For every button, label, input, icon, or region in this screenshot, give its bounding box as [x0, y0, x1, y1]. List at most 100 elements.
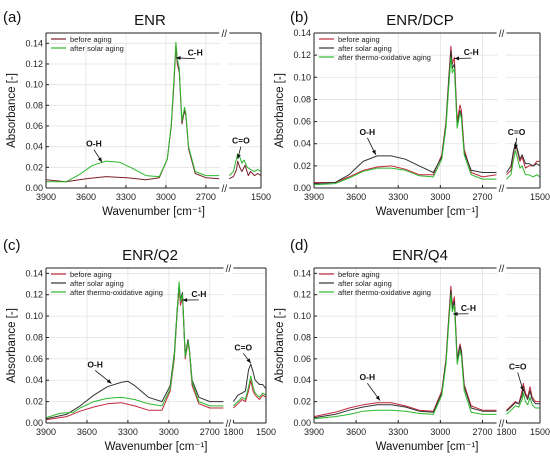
- x-tick-label: 3300: [388, 427, 408, 437]
- y-tick-label: 0.02: [25, 397, 43, 407]
- series-line-1-right: [233, 379, 267, 409]
- series-line-2-right: [228, 153, 262, 176]
- x-tick-label: 1500: [530, 427, 550, 437]
- series-line-2-left: [313, 50, 497, 185]
- y-tick-label: 0.06: [293, 354, 311, 364]
- panel-label: (a): [3, 9, 21, 26]
- peak-annotation: C=O: [508, 127, 526, 137]
- peak-annotation: C-H: [461, 303, 476, 313]
- legend-entry: before aging: [70, 270, 112, 279]
- series-line-3-left: [45, 281, 224, 419]
- axis-break-mark: //: [221, 184, 227, 195]
- x-axis-title: Wavenumber [cm⁻¹]: [376, 206, 479, 218]
- annotation-arrowhead: [375, 395, 380, 401]
- annotation-arrowhead: [182, 298, 188, 302]
- series-line-3-left: [313, 294, 497, 420]
- x-axis-title: Wavenumber [cm⁻¹]: [105, 441, 208, 453]
- annotation-arrowhead: [452, 311, 458, 316]
- legend-entry: after thermo-oxidative aging: [70, 288, 163, 297]
- y-tick-label: 0.08: [293, 94, 311, 104]
- axis-break-mark: //: [221, 29, 227, 40]
- peak-annotation: C-H: [188, 48, 203, 58]
- y-tick-label: 0.10: [293, 72, 311, 82]
- panel-label: (c): [3, 237, 21, 254]
- y-tick-label: 0.02: [293, 161, 311, 171]
- chart-panel-d: (d) ENR/Q4 // // 0.00 0.02 0.04 0.06 0.08 0.10 0.1…: [274, 237, 550, 453]
- x-tick-label: 3300: [116, 192, 136, 202]
- x-tick-label: 2700: [196, 192, 216, 202]
- y-tick-label: 0.12: [293, 50, 311, 60]
- annotation-arrowhead: [513, 144, 518, 150]
- y-tick-label: 0.02: [25, 162, 43, 172]
- x-tick-label: 3900: [304, 192, 324, 202]
- x-tick-label: 2700: [472, 427, 492, 437]
- axis-break-mark: //: [226, 264, 232, 275]
- y-tick-label: 0.06: [25, 121, 43, 131]
- x-tick-label: 1800: [497, 427, 517, 437]
- x-axis-title: Wavenumber [cm⁻¹]: [376, 441, 479, 453]
- x-tick-label: 3900: [36, 427, 56, 437]
- annotation-arrowhead: [97, 157, 102, 163]
- series-line-3-right: [233, 375, 267, 407]
- legend-entry: after thermo-oxidative aging: [338, 53, 431, 62]
- y-tick-label: 0.08: [25, 100, 43, 110]
- peak-annotation: C=O: [232, 136, 250, 146]
- y-tick-label: 0.12: [293, 290, 311, 300]
- axis-break-mark: //: [499, 419, 505, 430]
- y-tick-label: 0.06: [25, 354, 43, 364]
- series-line-2-left: [46, 41, 220, 183]
- x-tick-label: 3900: [36, 192, 56, 202]
- x-tick-label: 3600: [346, 427, 366, 437]
- y-tick-label: 0.10: [293, 311, 311, 321]
- chart-title: ENR/DCP: [386, 12, 454, 29]
- y-tick-label: 0.00: [25, 183, 43, 193]
- x-tick-label: 3600: [76, 192, 96, 202]
- y-tick-label: 0.12: [25, 290, 43, 300]
- annotation-arrowhead: [175, 56, 181, 60]
- y-tick-label: 0.08: [25, 332, 43, 342]
- y-tick-label: 0.14: [25, 38, 43, 48]
- series-line-2-right: [506, 142, 541, 173]
- y-tick-label: 0.02: [293, 397, 311, 407]
- chart-title: ENR/Q4: [392, 247, 448, 264]
- x-tick-label: 3600: [346, 192, 366, 202]
- x-tick-label: 1800: [223, 427, 243, 437]
- panel-label: (d): [290, 237, 308, 254]
- axis-break-gap: [497, 266, 506, 425]
- series-line-3-right: [506, 392, 540, 415]
- peak-annotation: O-H: [360, 127, 376, 137]
- y-axis-title: Absorbance [-]: [274, 73, 286, 148]
- axis-break-mark: //: [499, 29, 505, 40]
- x-tick-label: 3300: [118, 427, 138, 437]
- x-tick-label: 3000: [156, 192, 176, 202]
- panel-label: (b): [290, 9, 308, 26]
- x-tick-label: 1500: [256, 427, 276, 437]
- y-tick-label: 0.10: [25, 80, 43, 90]
- annotation-arrowhead: [106, 379, 112, 384]
- peak-annotation: O-H: [87, 359, 103, 369]
- chart-panel-b: (b) ENR/DCP // // 0.00 0.02 0.04 0.06 0.08 0.10 0.…: [274, 9, 550, 218]
- legend-entry: before aging: [338, 35, 380, 44]
- x-tick-label: 3300: [388, 192, 408, 202]
- axis-break-gap: [224, 266, 233, 425]
- y-tick-label: 0.00: [293, 183, 311, 193]
- series-line-2-right: [506, 388, 540, 412]
- series-line-1-left: [45, 44, 220, 183]
- legend-entry: after thermo-oxidative aging: [338, 288, 431, 297]
- peak-annotation: C-H: [191, 289, 206, 299]
- y-tick-label: 0.04: [293, 375, 311, 385]
- chart-panel-c: (c) ENR/Q2 // // 0.00 0.02 0.04 0.06 0.08 0.10 0.1…: [3, 237, 276, 453]
- legend-entry: after solar aging: [70, 44, 124, 53]
- x-tick-label: 3000: [430, 427, 450, 437]
- x-tick-label: 3900: [304, 427, 324, 437]
- y-tick-label: 0.08: [293, 332, 311, 342]
- series-line-1-left: [314, 45, 497, 183]
- y-tick-label: 0.14: [25, 268, 43, 278]
- chart-title: ENR: [134, 12, 166, 29]
- peak-annotation: C-H: [464, 47, 479, 57]
- annotation-arrowhead: [371, 149, 376, 155]
- peak-annotation: C=O: [509, 362, 527, 372]
- series-line-2-right: [232, 363, 267, 402]
- axis-break-mark: //: [226, 419, 232, 430]
